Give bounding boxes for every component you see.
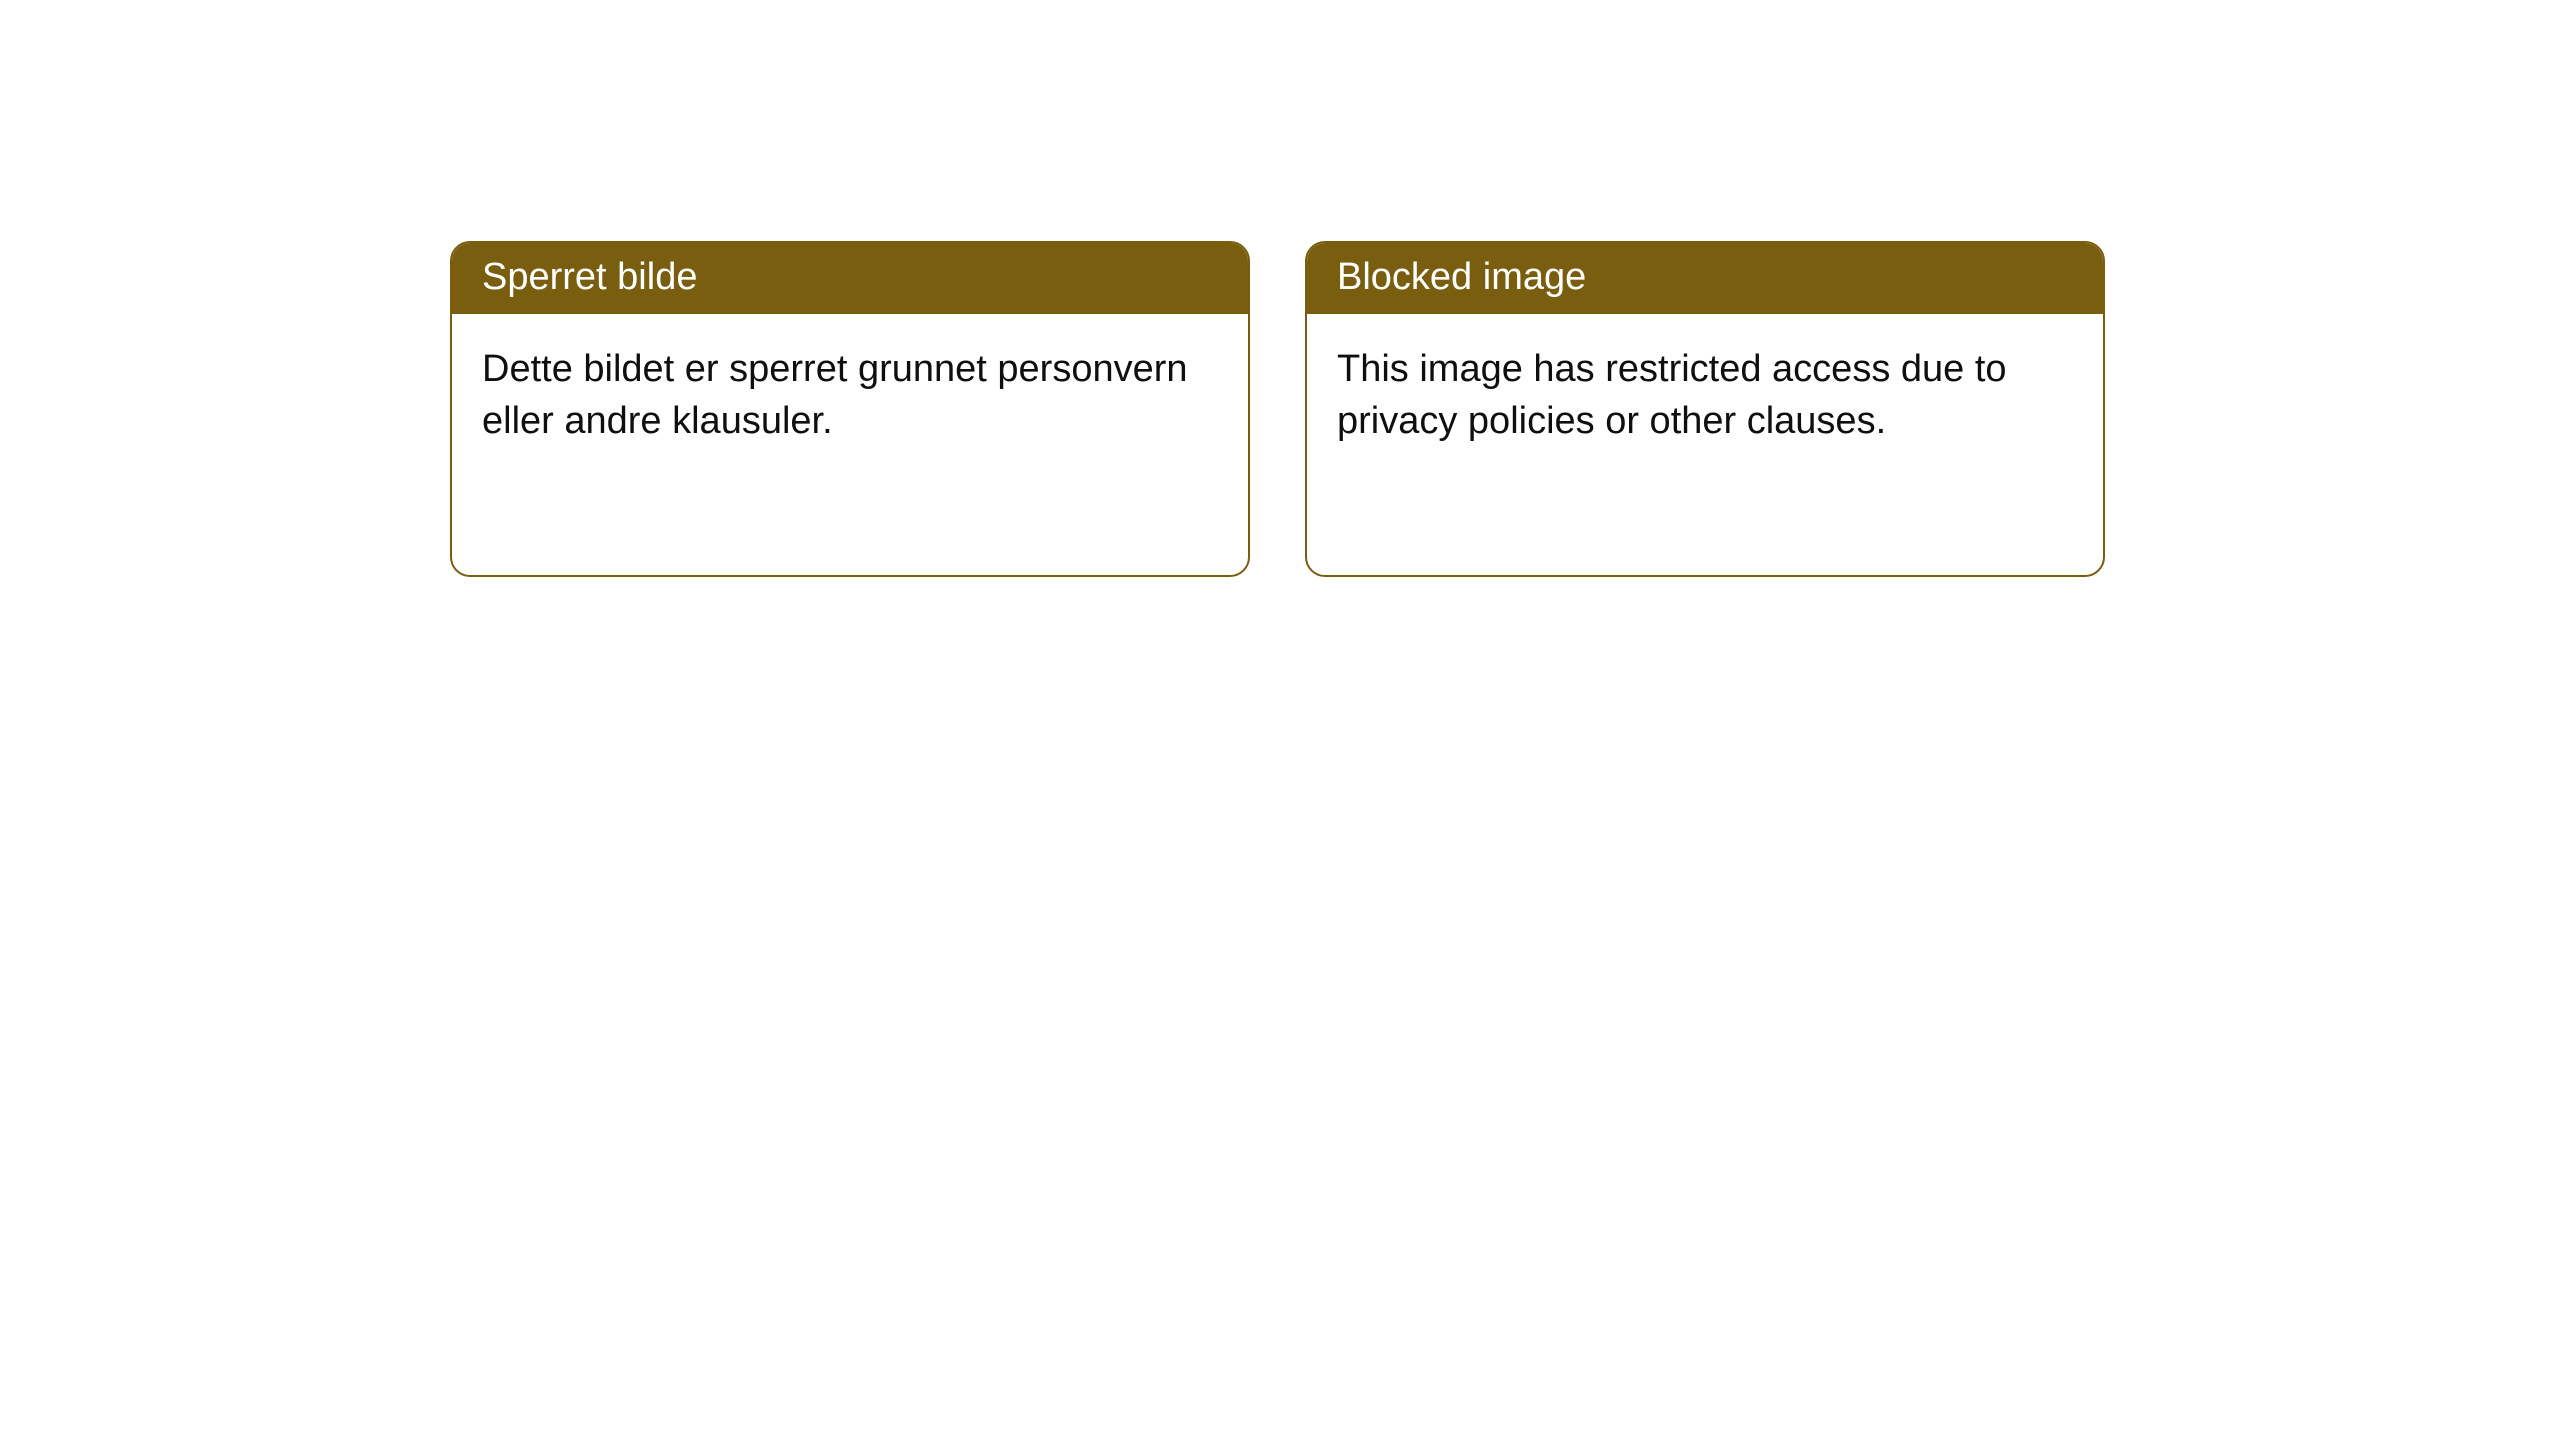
- alert-box-english: Blocked image This image has restricted …: [1305, 241, 2105, 577]
- alert-container: Sperret bilde Dette bildet er sperret gr…: [0, 0, 2560, 577]
- alert-message: This image has restricted access due to …: [1337, 348, 2007, 441]
- alert-body: Dette bildet er sperret grunnet personve…: [452, 314, 1248, 477]
- alert-box-norwegian: Sperret bilde Dette bildet er sperret gr…: [450, 241, 1250, 577]
- alert-body: This image has restricted access due to …: [1307, 314, 2103, 477]
- alert-header: Blocked image: [1307, 243, 2103, 314]
- alert-header: Sperret bilde: [452, 243, 1248, 314]
- alert-message: Dette bildet er sperret grunnet personve…: [482, 348, 1188, 441]
- alert-title: Sperret bilde: [482, 256, 697, 298]
- alert-title: Blocked image: [1337, 256, 1586, 298]
